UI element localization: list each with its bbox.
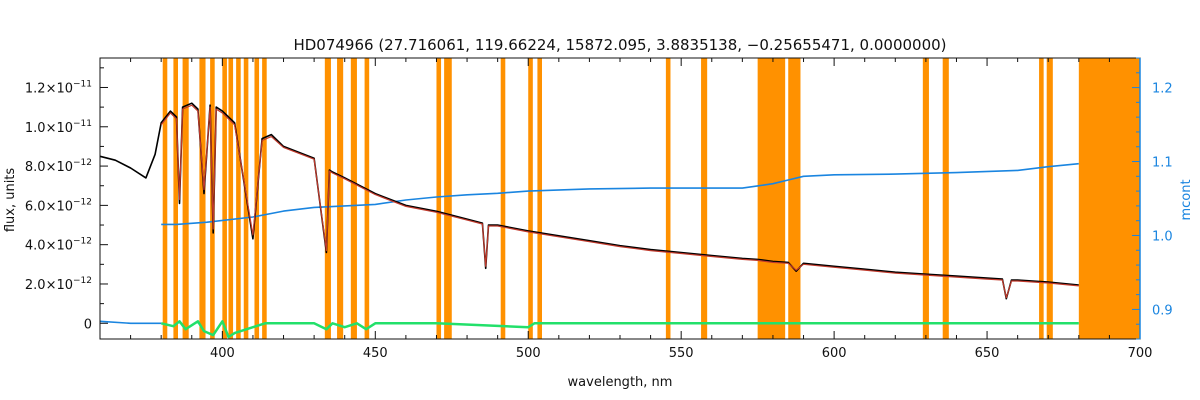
mask-band xyxy=(444,58,452,339)
mask-band xyxy=(922,58,929,339)
mask-band xyxy=(701,58,708,339)
y-tick-label: 1.2×10−11 xyxy=(25,79,92,96)
y-right-tick-label: 1.0 xyxy=(1152,229,1173,244)
mask-band xyxy=(162,58,168,339)
series-observed-flux xyxy=(99,102,1079,300)
x-tick-label: 500 xyxy=(516,346,541,361)
mask-band xyxy=(199,58,206,339)
series-mcont xyxy=(161,162,1079,226)
x-tick-label: 600 xyxy=(822,346,847,361)
y-tick-label: 0 xyxy=(84,317,92,332)
mask-band xyxy=(788,58,801,339)
mask-band xyxy=(537,58,542,339)
x-tick-label: 650 xyxy=(975,346,1000,361)
mask-band xyxy=(1039,58,1044,339)
mask-band xyxy=(337,58,344,339)
mask-band xyxy=(173,58,178,339)
mask-band xyxy=(262,58,267,339)
mask-band xyxy=(236,58,241,339)
mask-band xyxy=(364,58,370,339)
mask-band xyxy=(528,58,533,339)
series-pre-fit-residual xyxy=(99,320,162,325)
y-right-tick-label: 1.1 xyxy=(1152,156,1173,171)
y-right-tick-label: 0.9 xyxy=(1152,303,1173,318)
y-axis-right: 0.9 1.0 1.1 1.2 xyxy=(1132,57,1173,340)
mask-band xyxy=(436,58,442,339)
series-model-fit xyxy=(160,104,1079,299)
y-right-tick-label: 1.2 xyxy=(1152,82,1173,97)
y-axis-title: flux, units xyxy=(3,168,18,233)
mask-band xyxy=(228,58,234,339)
x-axis-title: wavelength, nm xyxy=(568,375,673,390)
x-tick-label: 550 xyxy=(669,346,694,361)
mask-bands xyxy=(162,58,1140,339)
y-tick-label: 4.0×10−12 xyxy=(25,237,92,254)
y-tick-label: 8.0×10−12 xyxy=(25,158,92,175)
y-tick-label: 6.0×10−12 xyxy=(25,197,92,214)
mask-band xyxy=(500,58,506,339)
mask-band xyxy=(350,58,357,339)
x-axis: 400 450 500 550 600 650 700 xyxy=(99,58,1153,361)
series-layer xyxy=(99,102,1079,339)
series-residual xyxy=(160,320,1079,339)
mask-band xyxy=(757,58,786,339)
y-tick-label: 2.0×10−12 xyxy=(25,276,92,293)
mask-band xyxy=(1078,58,1140,339)
y-axis-right-title: mcont xyxy=(1179,179,1194,220)
x-tick-label: 450 xyxy=(363,346,388,361)
y-tick-label: 1.0×10−11 xyxy=(25,119,92,136)
x-tick-label: 700 xyxy=(1128,346,1153,361)
mask-band xyxy=(182,58,189,339)
x-tick-label: 400 xyxy=(210,346,235,361)
y-axis-left: 0 2.0×10−12 4.0×10−12 6.0×10−12 8.0×10−12 1.0… xyxy=(25,67,108,332)
mask-band xyxy=(222,58,227,339)
mask-band xyxy=(1046,58,1053,339)
chart-title: HD074966 (27.716061, 119.66224, 15872.09… xyxy=(293,36,946,54)
mask-band xyxy=(942,58,949,339)
mask-band xyxy=(665,58,671,339)
